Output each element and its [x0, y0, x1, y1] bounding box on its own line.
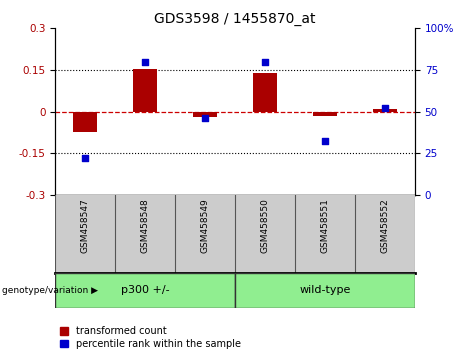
Text: p300 +/-: p300 +/-	[121, 285, 170, 295]
Text: GSM458552: GSM458552	[380, 199, 390, 253]
Bar	[55, 273, 235, 308]
Bar	[133, 69, 157, 112]
Title: GDS3598 / 1455870_at: GDS3598 / 1455870_at	[154, 12, 316, 26]
Point	[321, 139, 329, 144]
Text: GSM458550: GSM458550	[260, 199, 270, 253]
Text: GSM458548: GSM458548	[141, 199, 150, 253]
Text: genotype/variation ▶: genotype/variation ▶	[2, 286, 98, 295]
Point	[201, 115, 209, 121]
Legend: transformed count, percentile rank within the sample: transformed count, percentile rank withi…	[60, 326, 241, 349]
Point	[82, 155, 89, 161]
Bar	[253, 73, 277, 112]
Point	[261, 59, 269, 64]
Bar	[313, 112, 337, 116]
Text: GSM458551: GSM458551	[320, 199, 330, 253]
Text: wild-type: wild-type	[299, 285, 351, 295]
Bar	[373, 109, 397, 112]
Point	[381, 105, 389, 111]
Bar	[193, 112, 217, 117]
Bar	[73, 112, 97, 132]
Text: GSM458547: GSM458547	[81, 199, 90, 253]
Text: GSM458549: GSM458549	[201, 199, 210, 253]
Point	[142, 59, 149, 64]
Bar	[235, 273, 415, 308]
